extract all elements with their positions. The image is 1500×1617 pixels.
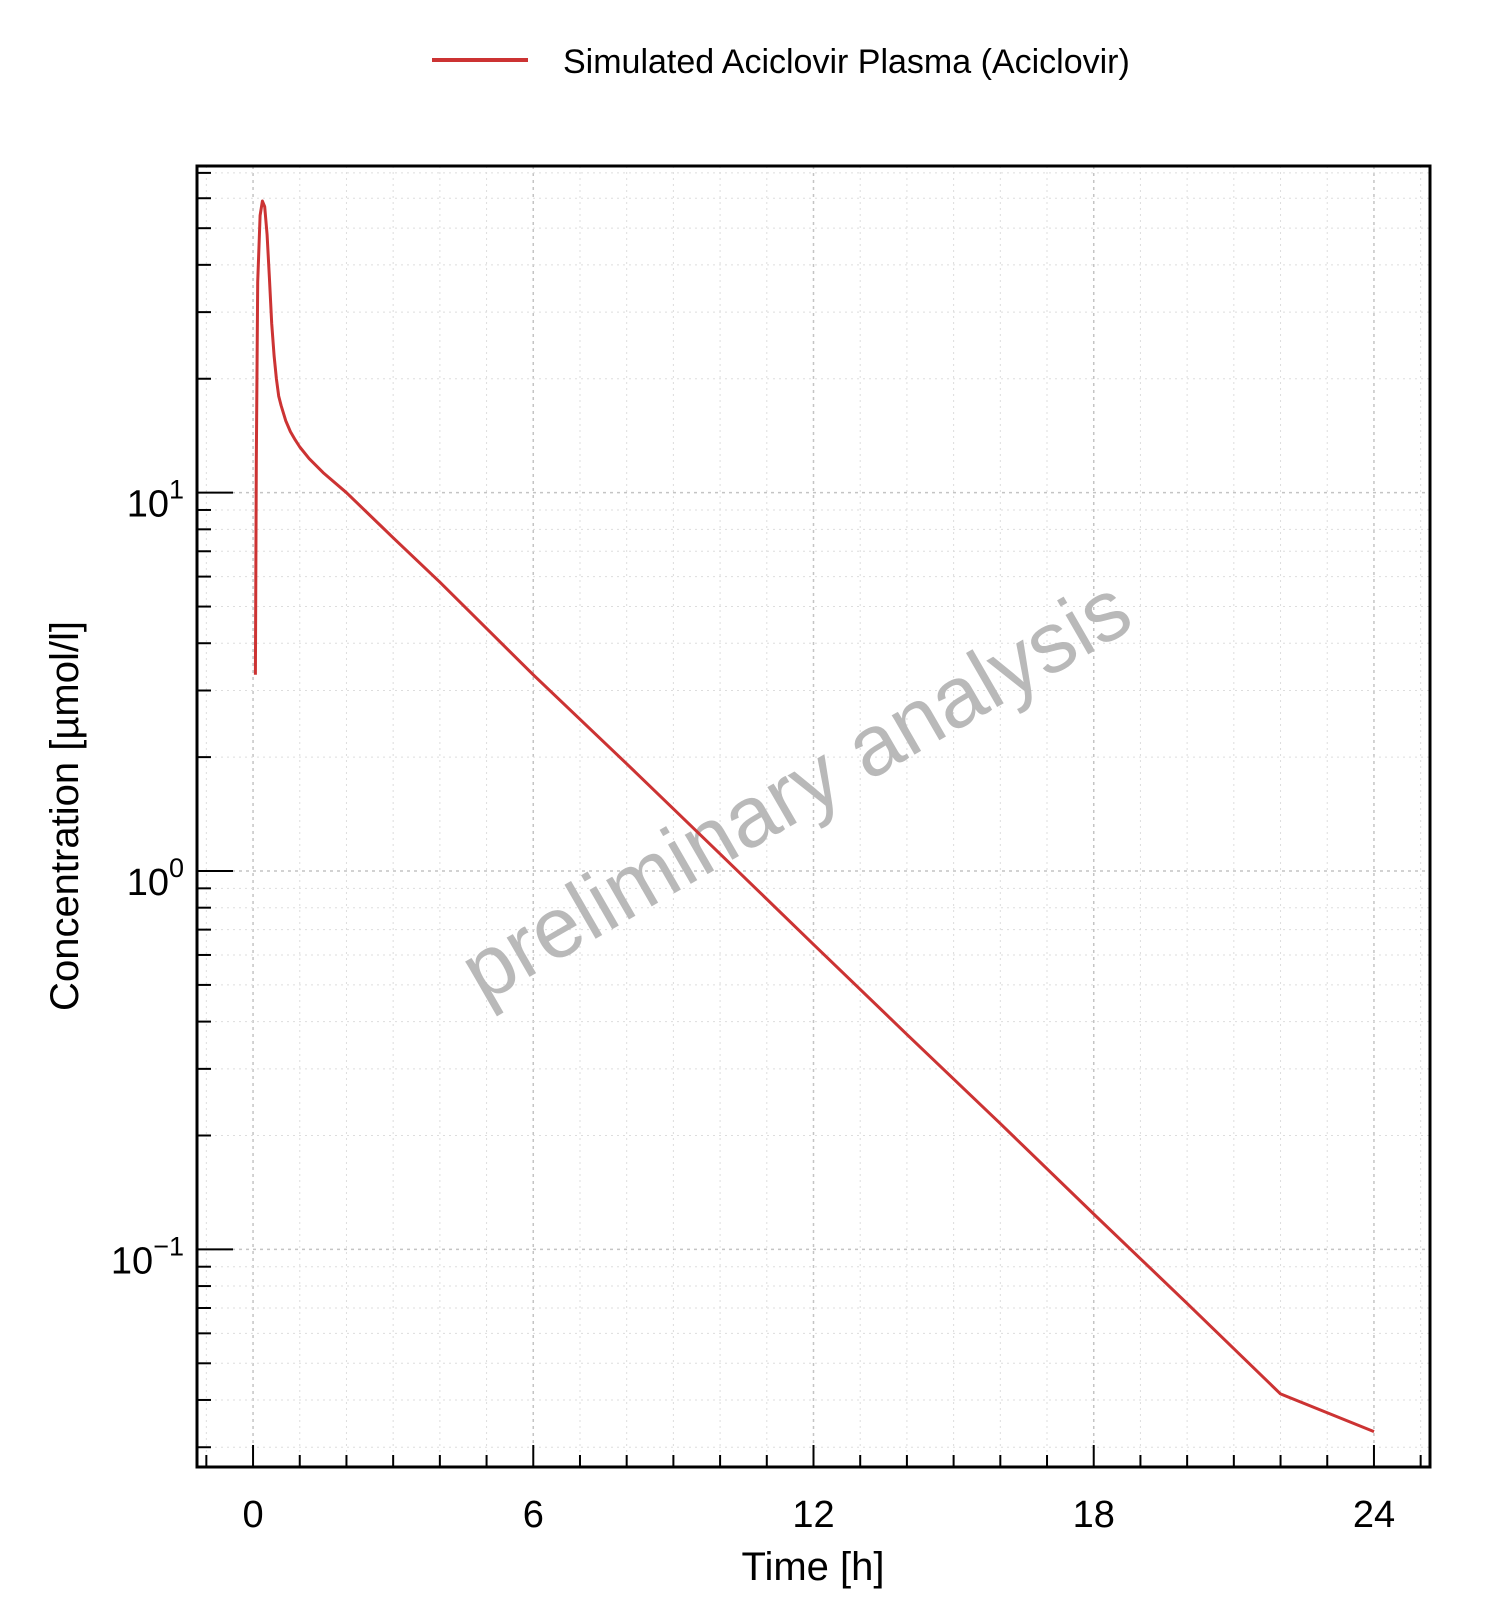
x-tick-label: 6: [523, 1494, 544, 1536]
legend-label: Simulated Aciclovir Plasma (Aciclovir): [563, 43, 1130, 81]
watermark: preliminary analysis: [445, 560, 1147, 1021]
x-tick-label: 12: [792, 1494, 834, 1536]
x-tick-label: 0: [242, 1494, 263, 1536]
y-tick-labels: 101 100 10−1: [111, 475, 184, 1283]
x-tick-label: 18: [1073, 1494, 1115, 1536]
watermark-text: preliminary analysis: [445, 560, 1147, 1021]
y-tick-label: 10−1: [111, 1231, 184, 1282]
legend: Simulated Aciclovir Plasma (Aciclovir): [432, 43, 1130, 81]
y-tick-label: 100: [127, 853, 184, 904]
series-layer: [253, 199, 1375, 1433]
series-line: [253, 199, 1375, 1433]
x-tick-labels: 0 6 12 18 24: [242, 1494, 1395, 1536]
y-tick-label: 101: [127, 475, 184, 526]
x-tick-label: 24: [1353, 1494, 1395, 1536]
y-axis-title: Concentration [µmol/l]: [43, 621, 87, 1011]
grid-lines: [197, 166, 1430, 1467]
x-axis-title: Time [h]: [742, 1545, 885, 1589]
axis-ticks: [197, 171, 1422, 1467]
